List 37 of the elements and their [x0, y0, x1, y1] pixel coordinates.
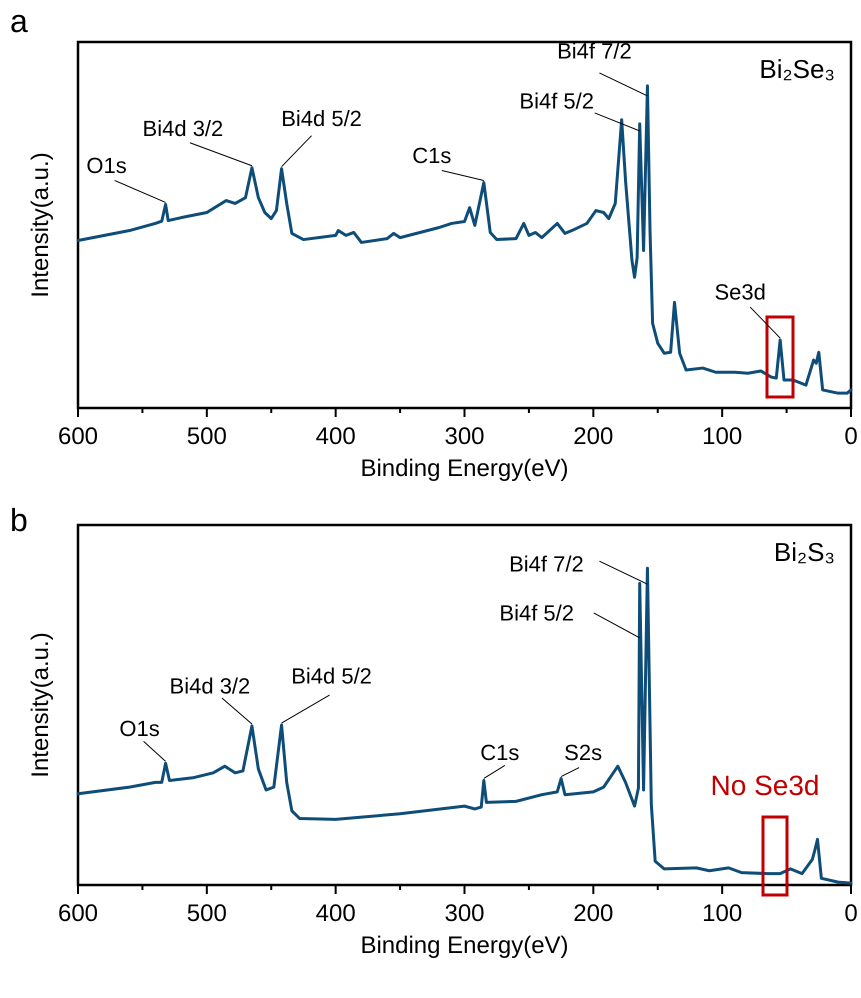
annotation: No Se3d — [710, 770, 820, 801]
y-axis-title: Intensity(a.u.) — [27, 632, 54, 778]
annotation: O1s — [86, 152, 127, 178]
chart-title: Bi₂S₃ — [774, 537, 835, 567]
annotation: Bi4d 3/2 — [142, 116, 224, 142]
x-tick-label: 300 — [444, 423, 485, 450]
annotation: Bi4f 5/2 — [519, 88, 594, 114]
x-tick-label: 600 — [58, 900, 98, 927]
text: b — [10, 502, 28, 538]
x-tick-label: 300 — [444, 900, 485, 927]
x-tick-label: 600 — [58, 423, 98, 450]
chart-title: Bi₂Se₃ — [759, 54, 835, 84]
annotation: Bi4f 7/2 — [509, 552, 584, 577]
x-tick-label: 0 — [844, 423, 858, 450]
x-tick-label: 100 — [702, 423, 742, 450]
annotation: C1s — [412, 143, 452, 168]
x-tick-label: 400 — [316, 423, 356, 450]
x-tick-label: 400 — [316, 900, 356, 927]
annotation: S2s — [564, 740, 602, 766]
x-tick-label: 500 — [186, 900, 227, 927]
x-tick-label: 200 — [573, 423, 614, 450]
y-axis-title: Intensity(a.u.) — [27, 152, 54, 298]
annotation: Bi4d 5/2 — [291, 664, 372, 689]
annotation: O1s — [119, 716, 160, 741]
x-tick-label: 100 — [702, 900, 742, 927]
x-axis-title: Binding Energy(eV) — [360, 455, 569, 482]
x-tick-label: 200 — [573, 900, 614, 927]
x-tick-label: 500 — [186, 423, 227, 450]
annotation: Bi4f 7/2 — [557, 38, 632, 64]
annotation: Bi4d 3/2 — [170, 673, 250, 698]
annotation: Bi4f 5/2 — [499, 600, 574, 626]
annotation: Bi4d 5/2 — [281, 106, 362, 132]
text: a — [10, 3, 28, 39]
x-tick-label: 0 — [844, 900, 858, 927]
x-axis-title: Binding Energy(eV) — [360, 932, 569, 959]
annotation: Se3d — [714, 280, 766, 305]
annotation: C1s — [480, 740, 520, 765]
